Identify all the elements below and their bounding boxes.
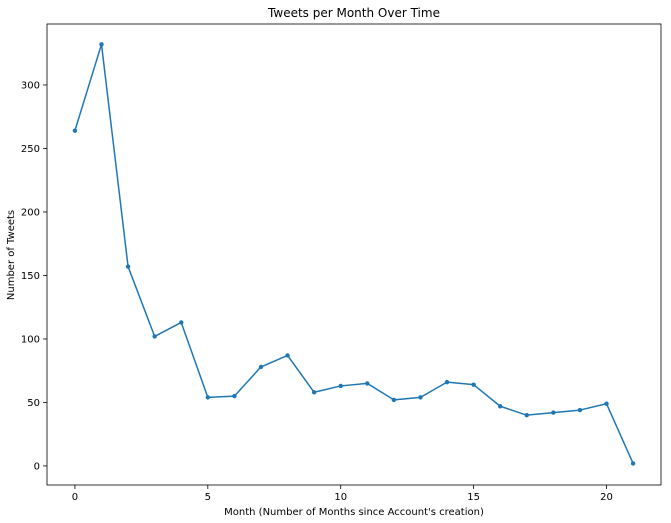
- data-point: [604, 401, 609, 406]
- x-tick-label: 10: [334, 492, 347, 503]
- data-point: [258, 364, 264, 370]
- data-point: [311, 390, 317, 395]
- series-line: [74, 43, 634, 464]
- y-tick-label: 300: [21, 80, 40, 91]
- y-tick-label: 100: [21, 334, 40, 345]
- data-point: [205, 395, 211, 400]
- data-point: [365, 381, 370, 386]
- x-axis-label: Month (Number of Months since Account's …: [224, 507, 484, 518]
- data-point: [630, 461, 636, 466]
- x-tick-label: 5: [205, 492, 211, 503]
- y-tick-label: 50: [27, 398, 40, 409]
- data-point: [551, 410, 556, 415]
- y-tick-label: 200: [21, 207, 40, 218]
- data-point: [285, 353, 290, 358]
- y-axis-label: Number of Tweets: [6, 210, 17, 300]
- chart-title: Tweets per Month Over Time: [267, 6, 440, 20]
- data-point: [99, 42, 104, 47]
- y-tick-label: 0: [34, 461, 40, 472]
- x-tick-label: 20: [600, 492, 613, 503]
- plot-frame: [46, 23, 662, 486]
- data-point: [152, 334, 157, 339]
- data-point: [125, 264, 131, 269]
- data-point: [497, 404, 503, 409]
- data-point: [179, 320, 184, 325]
- data-point: [524, 412, 529, 418]
- y-tick-label: 250: [21, 144, 40, 155]
- data-point: [577, 407, 583, 413]
- x-tick-label: 0: [72, 492, 78, 503]
- x-tick-label: 15: [467, 492, 480, 503]
- data-point: [418, 395, 423, 400]
- data-point: [338, 383, 343, 389]
- data-point: [232, 393, 237, 399]
- data-point: [391, 397, 397, 403]
- data-point: [444, 379, 450, 385]
- data-point: [72, 128, 78, 133]
- data-point: [471, 382, 476, 387]
- y-tick-label: 150: [21, 271, 40, 282]
